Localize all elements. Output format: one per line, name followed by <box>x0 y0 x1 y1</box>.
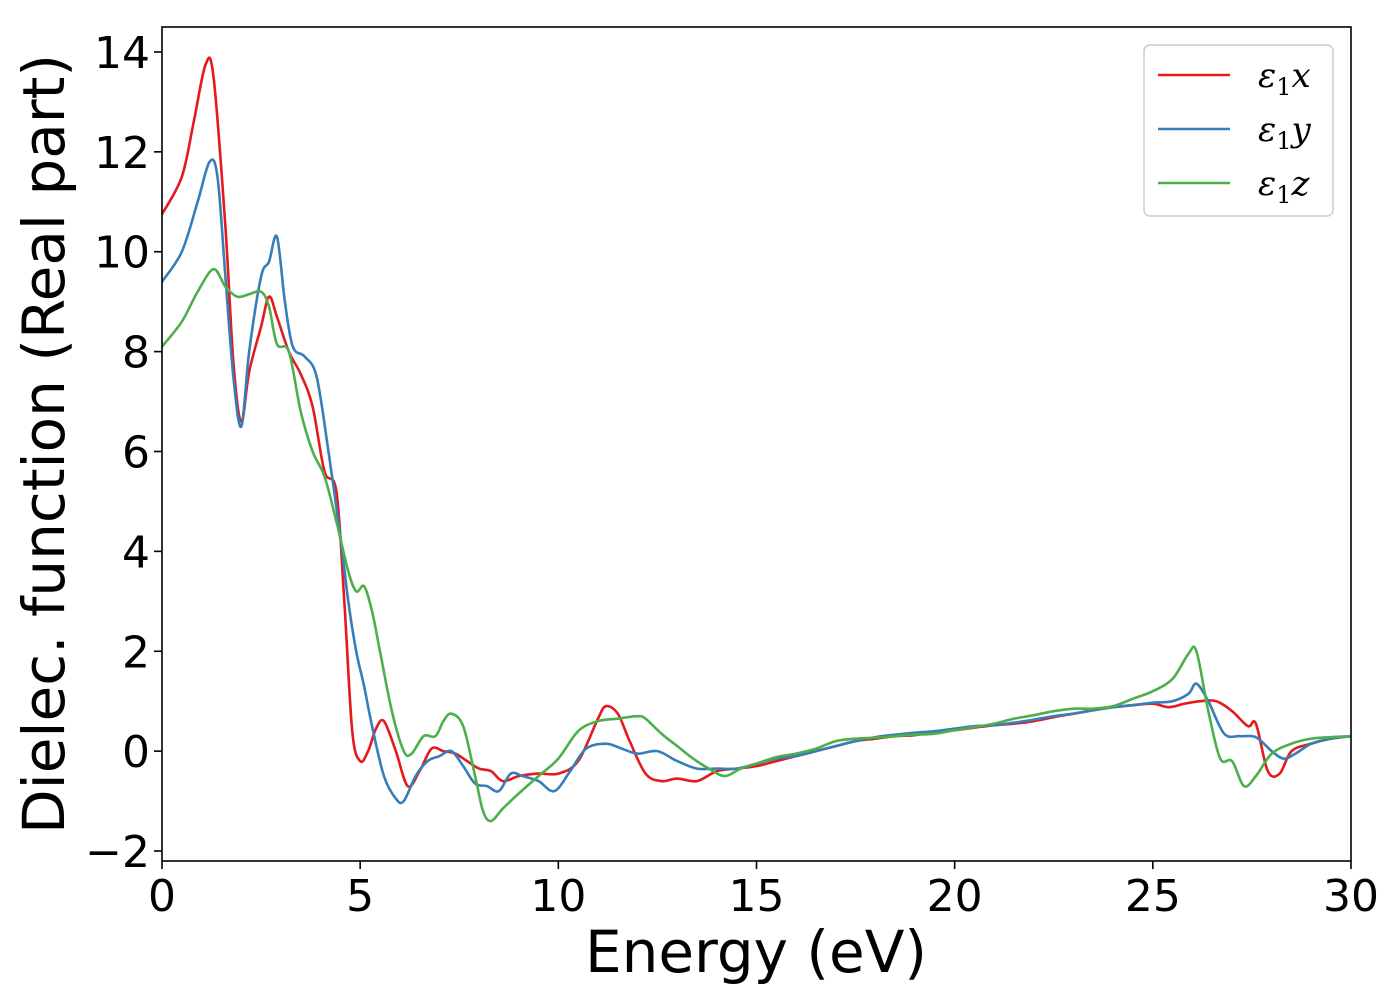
y-tick-label: 8 <box>122 328 150 379</box>
y-tick-label: 0 <box>122 727 150 778</box>
x-tick-label: 15 <box>729 871 785 922</box>
y-tick-label: −2 <box>85 827 150 878</box>
legend-label-suffix: y <box>1290 110 1312 150</box>
legend-label-suffix: z <box>1291 164 1311 204</box>
y-axis-label: Dielec. function (Real part) <box>10 54 78 834</box>
y-tick-label: 12 <box>94 128 150 179</box>
y-tick-label: 6 <box>122 427 150 478</box>
legend-label-base: ε <box>1258 110 1276 150</box>
x-tick-label: 5 <box>346 871 374 922</box>
x-tick-label: 30 <box>1323 871 1379 922</box>
legend-label-sub: 1 <box>1276 127 1291 155</box>
x-tick-label: 10 <box>530 871 586 922</box>
x-axis-ticks: 0 5 10 15 20 25 30 <box>148 861 1379 922</box>
series-line-epsilon1-y <box>162 158 1351 805</box>
legend-frame <box>1143 44 1334 217</box>
x-tick-label: 0 <box>148 871 176 922</box>
legend-label-sub: 1 <box>1276 181 1291 209</box>
legend-label: ε1x <box>1258 56 1311 101</box>
series-group <box>162 56 1351 823</box>
x-tick-label: 25 <box>1125 871 1181 922</box>
legend-label-base: ε <box>1258 56 1276 96</box>
x-axis-label: Energy (eV) <box>585 918 927 986</box>
y-tick-label: 14 <box>94 28 150 79</box>
series-line-epsilon1-z <box>162 267 1351 823</box>
legend-label-base: ε <box>1258 164 1276 204</box>
x-tick-label: 20 <box>927 871 983 922</box>
legend-label-suffix: x <box>1292 56 1311 96</box>
legend-label-sub: 1 <box>1276 73 1291 101</box>
legend-label: ε1z <box>1258 164 1311 209</box>
y-axis-ticks: −2 0 2 4 6 8 10 12 14 <box>85 28 162 878</box>
legend-label: ε1y <box>1258 110 1312 155</box>
y-tick-label: 2 <box>122 627 150 678</box>
y-tick-label: 4 <box>122 527 150 578</box>
y-tick-label: 10 <box>94 228 150 279</box>
